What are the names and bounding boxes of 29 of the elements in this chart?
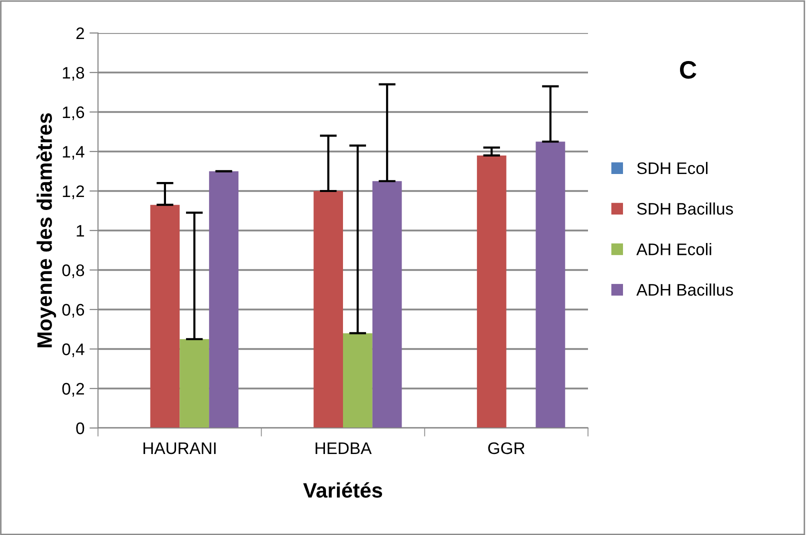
legend-label: ADH Bacillus <box>636 284 733 296</box>
bar <box>343 333 372 428</box>
legend-label: SDH Ecol <box>637 162 708 174</box>
legend-label: SDH Bacillus <box>637 202 733 215</box>
y-tick-label: 1 <box>76 225 84 237</box>
bar <box>209 171 238 428</box>
y-tick-label: 1,4 <box>62 146 84 160</box>
y-tick-label: 0,4 <box>62 343 84 358</box>
x-axis-title: Variétés <box>303 482 382 498</box>
x-tick-label: HAURANI <box>144 442 216 454</box>
bar <box>180 339 210 428</box>
y-tick-label: 0,2 <box>62 382 84 397</box>
x-tick-label: HEDBA <box>316 442 372 454</box>
bar <box>372 181 402 428</box>
bar <box>536 142 566 428</box>
y-tick-label: 2 <box>76 27 84 40</box>
text: C <box>680 61 696 79</box>
y-tick-label: 1,2 <box>62 185 84 200</box>
y-tick-label: 1,6 <box>62 106 84 120</box>
legend-label: ADH Ecoli <box>636 243 712 256</box>
x-tick-label: GGR <box>488 442 525 454</box>
y-tick-label: 0 <box>76 422 84 434</box>
bar <box>476 155 506 428</box>
y-axis-title: Moyenne des diamètres <box>36 113 56 348</box>
y-tick-label: 0,8 <box>62 264 84 278</box>
y-tick-label: 1,8 <box>62 66 84 81</box>
y-tick-label: 0,6 <box>62 304 84 318</box>
bar <box>150 204 180 428</box>
bar <box>314 191 343 428</box>
